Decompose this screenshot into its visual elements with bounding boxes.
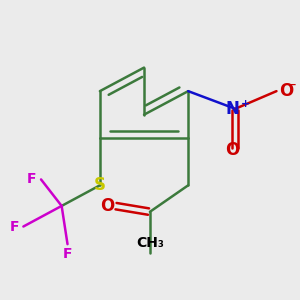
Text: N: N (225, 100, 239, 118)
Text: F: F (63, 247, 72, 261)
Text: CH₃: CH₃ (136, 236, 164, 250)
Text: F: F (27, 172, 37, 186)
Text: ⁻: ⁻ (288, 79, 297, 97)
Text: S: S (94, 176, 106, 194)
Text: O: O (279, 82, 294, 100)
Text: O: O (100, 197, 114, 215)
Text: +: + (241, 99, 250, 110)
Text: F: F (10, 220, 19, 233)
Text: O: O (225, 141, 239, 159)
